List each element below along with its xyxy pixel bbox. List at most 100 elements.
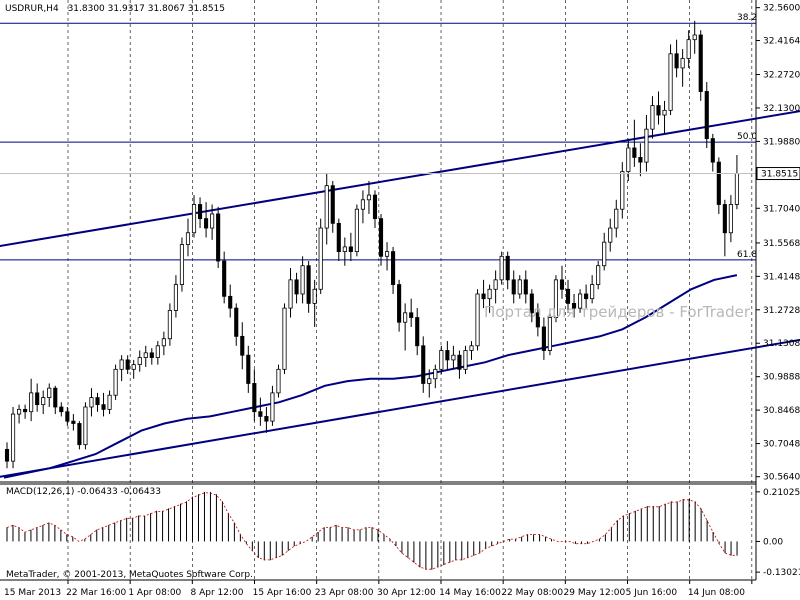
candle-body: [626, 147, 631, 172]
candle-body: [415, 317, 420, 347]
candle-body: [204, 218, 209, 229]
macd-y-tick-label: 0.21025: [763, 488, 800, 498]
candle-body: [463, 350, 468, 370]
candle-body: [421, 345, 426, 384]
y-tick-label: 30.9888: [763, 373, 800, 383]
candle-body: [578, 293, 583, 309]
candle-body: [710, 138, 715, 163]
price-axis: 30.5640 30.7048 30.8468 30.9888 31.1308 31.27…: [0, 4, 800, 483]
candle-body: [41, 397, 46, 406]
x-tick-label: 30 Apr 12:00: [377, 588, 436, 598]
x-tick-label: 15 Mar 2013: [4, 588, 61, 598]
time-axis: 15 Mar 2013 22 Mar 16:00 1 Apr 08:00 8 Apr …: [4, 580, 753, 598]
y-tick-label: 31.1308: [763, 339, 800, 349]
y-tick-label: 30.5640: [763, 473, 800, 483]
candle-body: [596, 265, 601, 285]
candle-body: [210, 213, 215, 229]
y-tick-label: 31.9880: [763, 137, 800, 147]
candle-body: [173, 284, 178, 311]
fibonacci-levels: 38.2 50.0 61.8: [0, 13, 757, 261]
candle-body: [89, 397, 94, 408]
candle-body: [668, 53, 673, 111]
candle-body: [23, 408, 28, 413]
candle-body: [119, 359, 124, 370]
candle-body: [240, 335, 245, 356]
copyright-text: MetaTrader, © 2001-2013, MetaQuotes Soft…: [6, 570, 253, 580]
macd-y-tick-label: 0.00: [763, 537, 783, 547]
candle-body: [264, 416, 269, 422]
candle-body: [354, 208, 359, 252]
candle-body: [29, 392, 34, 413]
candle-body: [17, 408, 22, 415]
candle-body: [547, 317, 552, 351]
candle-body: [565, 288, 571, 304]
candle-body: [276, 368, 281, 394]
candle-body: [149, 352, 154, 358]
candle-body: [294, 279, 299, 295]
candle-body: [59, 406, 64, 413]
candle-body: [391, 251, 396, 285]
symbol-header: USDRUR,H4 31.8300 31.9317 31.8067 31.851…: [5, 4, 225, 14]
candle-body: [535, 312, 540, 328]
candle-body: [409, 312, 414, 318]
candle-body: [366, 194, 372, 201]
candle-body: [95, 397, 100, 406]
candle-body: [698, 34, 703, 92]
y-tick-label: 32.4164: [763, 37, 800, 47]
candle-body: [716, 161, 721, 205]
candle-body: [662, 109, 667, 116]
y-tick-label: 31.4148: [763, 272, 800, 282]
fib-level-label: 61.8: [737, 250, 757, 260]
macd-y-tick-label: -0.13021: [763, 568, 800, 578]
candle-body: [439, 350, 444, 370]
candle-body: [155, 345, 160, 358]
candle-body: [342, 246, 347, 252]
candle-body: [433, 368, 438, 380]
candle-body: [692, 34, 697, 41]
x-tick-label: 14 Jun 08:00: [688, 588, 745, 598]
candle-body: [47, 387, 52, 398]
candle-body: [481, 293, 486, 300]
candle-body: [650, 105, 655, 130]
candle-body: [222, 260, 227, 297]
candle-body: [620, 171, 625, 210]
candle-body: [179, 244, 185, 285]
candle-body: [101, 404, 106, 410]
candle-body: [246, 354, 251, 384]
candle-body: [493, 279, 498, 290]
candle-body: [234, 307, 239, 337]
candle-body: [499, 255, 504, 281]
candle-body: [282, 307, 287, 370]
candle-body: [728, 204, 733, 234]
candlestick-series: [4, 20, 739, 469]
y-tick-label: 31.5568: [763, 239, 800, 249]
fib-level-label: 50.0: [737, 132, 757, 142]
candle-body: [608, 227, 613, 243]
moving-average-line: [3, 274, 738, 479]
y-tick-label: 32.5600: [763, 4, 800, 14]
candle-body: [336, 222, 341, 252]
candle-body: [10, 413, 16, 462]
watermark-text: Портал для трейдеров - ForTrader: [484, 303, 751, 321]
candle-body: [191, 204, 197, 234]
y-tick-label: 32.2720: [763, 71, 800, 81]
fib-level-label: 38.2: [737, 13, 757, 23]
y-tick-label: 31.2728: [763, 306, 800, 316]
trendline: [0, 110, 800, 248]
candle-body: [656, 105, 661, 116]
candle-body: [378, 218, 384, 257]
x-tick-label: 1 Apr 08:00: [128, 588, 181, 598]
candle-body: [632, 147, 637, 158]
candle-body: [306, 265, 311, 304]
candle-body: [318, 227, 323, 290]
x-tick-label: 5 Jun 16:00: [626, 588, 678, 598]
candle-body: [71, 420, 76, 424]
candle-body: [680, 58, 685, 69]
candle-body: [403, 312, 408, 323]
x-tick-label: 23 Apr 08:00: [315, 588, 374, 598]
candle-body: [590, 284, 595, 300]
x-tick-label: 22 May 08:00: [501, 588, 563, 598]
candle-body: [197, 204, 203, 220]
candle-body: [360, 199, 365, 210]
candle-body: [228, 295, 233, 309]
